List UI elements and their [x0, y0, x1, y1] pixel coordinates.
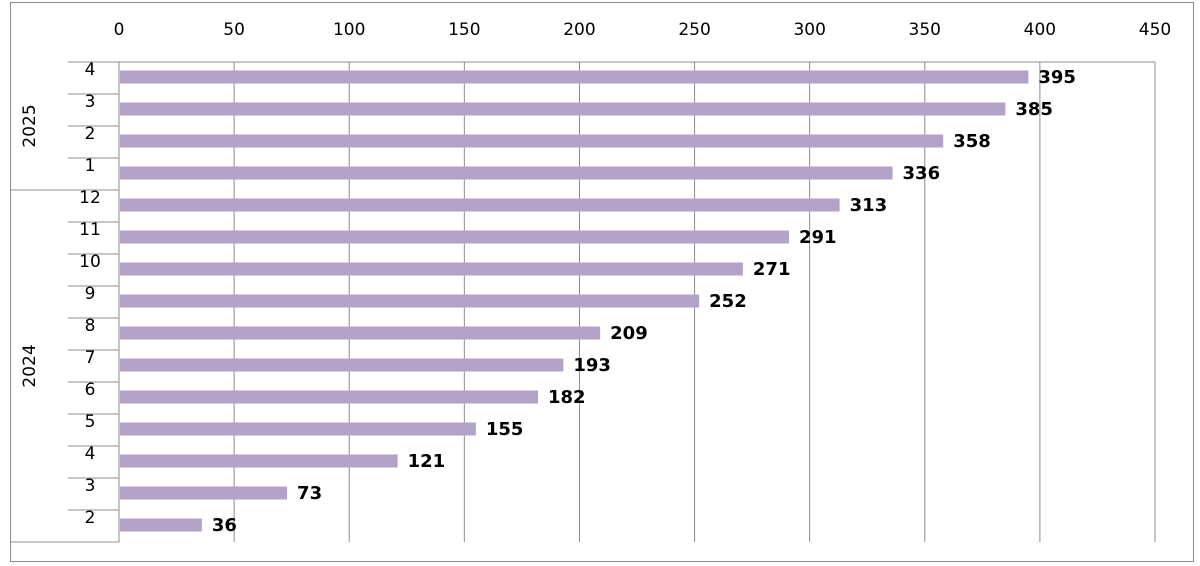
x-tick-label-300: 300 — [793, 20, 825, 40]
data-label-2024-12: 313 — [850, 195, 888, 216]
category-label-2024-7: 7 — [85, 348, 96, 368]
category-label-2024-9: 9 — [85, 284, 96, 304]
x-tick-label-100: 100 — [333, 20, 365, 40]
category-label-2024-5: 5 — [85, 412, 96, 432]
category-label-2025-1: 1 — [85, 156, 96, 176]
category-label-2024-12: 12 — [79, 188, 101, 208]
bar-2025-2 — [120, 134, 944, 148]
x-tick-label-0: 0 — [114, 20, 125, 40]
category-label-2024-11: 11 — [79, 220, 101, 240]
category-label-2025-4: 4 — [85, 60, 96, 80]
bar-2024-11 — [120, 230, 789, 244]
data-label-2025-4: 395 — [1038, 67, 1076, 88]
data-label-2024-3: 73 — [297, 483, 322, 504]
group-label-2025: 2025 — [20, 104, 40, 147]
data-label-2024-9: 252 — [709, 291, 747, 312]
category-label-2024-6: 6 — [85, 380, 96, 400]
bar-2024-3 — [120, 486, 288, 500]
data-label-2024-10: 271 — [753, 259, 791, 280]
data-label-2024-6: 182 — [548, 387, 586, 408]
x-tick-label-250: 250 — [678, 20, 710, 40]
group-label-2024: 2024 — [20, 344, 40, 387]
x-tick-label-450: 450 — [1139, 20, 1171, 40]
x-tick-label-350: 350 — [909, 20, 941, 40]
bar-2024-2 — [120, 518, 202, 532]
data-label-2024-5: 155 — [486, 419, 524, 440]
data-label-2024-11: 291 — [799, 227, 837, 248]
data-label-2025-3: 385 — [1015, 99, 1053, 120]
bar-2024-7 — [120, 358, 564, 372]
bar-2024-10 — [120, 262, 743, 276]
category-label-2024-8: 8 — [85, 316, 96, 336]
bar-2025-1 — [120, 166, 893, 180]
bar-2024-9 — [120, 294, 700, 308]
bar-2024-5 — [120, 422, 476, 436]
bar-2025-4 — [120, 70, 1029, 84]
bar-2024-12 — [120, 198, 840, 212]
category-label-2024-3: 3 — [85, 476, 96, 496]
category-label-2024-2: 2 — [85, 508, 96, 528]
category-label-2025-3: 3 — [85, 92, 96, 112]
data-label-2024-8: 209 — [610, 323, 648, 344]
data-label-2024-7: 193 — [573, 355, 611, 376]
category-label-2024-10: 10 — [79, 252, 101, 272]
bar-2024-4 — [120, 454, 398, 468]
bar-2024-8 — [120, 326, 601, 340]
bar-2024-6 — [120, 390, 539, 404]
chart-frame — [10, 2, 1194, 562]
data-label-2024-2: 36 — [212, 515, 237, 536]
x-tick-label-150: 150 — [448, 20, 480, 40]
data-label-2025-1: 336 — [903, 163, 941, 184]
data-label-2025-2: 358 — [953, 131, 991, 152]
data-label-2024-4: 121 — [408, 451, 446, 472]
x-tick-label-200: 200 — [563, 20, 595, 40]
x-tick-label-50: 50 — [223, 20, 245, 40]
bar-2025-3 — [120, 102, 1006, 116]
x-tick-label-400: 400 — [1024, 20, 1056, 40]
category-label-2025-2: 2 — [85, 124, 96, 144]
category-label-2024-4: 4 — [85, 444, 96, 464]
